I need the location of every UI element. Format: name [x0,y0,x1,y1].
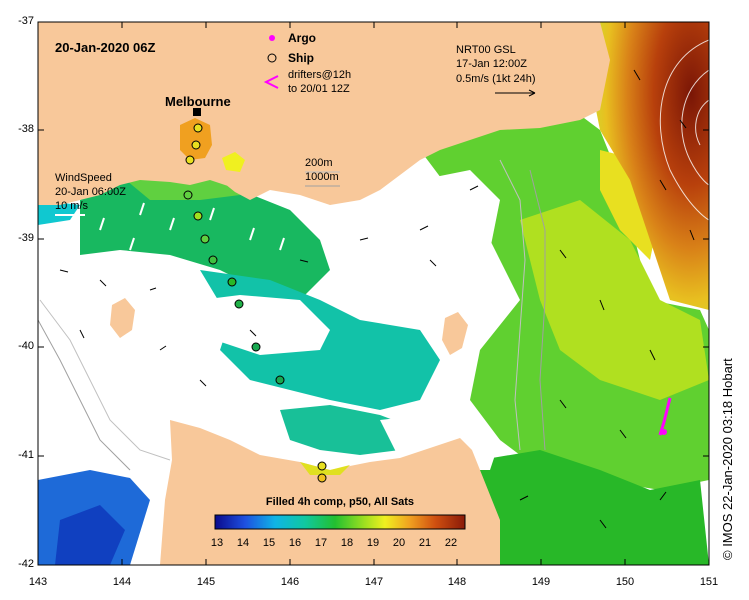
lon-tick: 147 [364,576,384,588]
nodata-central [200,295,330,355]
colorbar-tick: 19 [366,537,380,549]
sst-east-yellowgreen [520,200,709,400]
colorbar [214,514,466,530]
colorbar-title: Filled 4h comp, p50, All Sats [265,496,415,508]
eddy-contours [659,39,709,221]
lon-tick: 150 [615,576,635,588]
ship-marker [251,342,261,352]
ship-marker [275,375,285,385]
depth-1000m-label: 1000m [305,171,339,183]
colorbar-tick: 18 [340,537,354,549]
land-king-island [110,298,135,338]
lat-tick: -37 [18,15,34,27]
current-ref-line1: NRT00 GSL [456,44,516,56]
ship-track [183,123,327,483]
port-phillip-bay [180,118,212,160]
ship-legend-label: Ship [288,51,314,65]
lat-tick: -38 [18,123,34,135]
lon-tick: 148 [447,576,467,588]
sst-tas-coast [300,462,350,475]
ship-marker [185,155,195,165]
sst-bass-south [280,405,420,455]
argo-marker [661,429,667,435]
melbourne-marker [193,108,201,116]
ship-marker [193,123,203,133]
depth-200m-label: 200m [305,157,333,169]
sst-warm-eddy [590,22,709,310]
colorbar-tick: 20 [392,537,406,549]
lon-tick: 146 [280,576,300,588]
sst-cool-westpatch [38,200,80,225]
ship-marker [193,211,203,221]
current-ref-arrowhead [528,89,536,97]
western-port [222,152,245,172]
current-vectors [59,69,695,529]
ship-marker [317,461,327,471]
current-ref-line2: 17-Jan 12:00Z [456,58,527,70]
drifter-legend-label-2: to 20/01 12Z [288,83,350,95]
sst-cold-west-2 [55,505,125,565]
nodata-east [330,170,500,320]
drifter-legend-icon [263,75,279,89]
wind-ref-line3: 10 m/s [55,200,89,212]
argo-legend-icon [269,35,275,41]
colorbar-tick: 16 [288,537,302,549]
contour-1000m [38,169,546,471]
colorbar-tick: 13 [210,537,224,549]
lon-tick: 151 [699,576,719,588]
wind-ref-line2: 20-Jan 06:00Z [55,186,126,198]
ship-marker [227,277,237,287]
ship-marker [191,140,201,150]
ship-marker [208,255,218,265]
city-label: Melbourne [165,94,231,109]
drifter-legend-label-1: drifters@12h [288,69,352,81]
lat-tick: -42 [18,558,34,570]
land-flinders-island [442,312,468,355]
lon-tick: 149 [531,576,551,588]
ship-legend-icon [267,53,277,63]
argo-legend-label: Argo [288,31,316,45]
credit-label: © IMOS 22-Jan-2020 03:18 Hobart [720,358,735,560]
lon-tick: 143 [28,576,48,588]
land-victoria [38,22,610,205]
colorbar-tick: 22 [444,537,458,549]
colorbar-tick: 17 [314,537,328,549]
ship-marker [183,190,193,200]
ship-marker [234,299,244,309]
lon-tick: 144 [112,576,132,588]
colorbar-tick: 15 [262,537,276,549]
axis-tick-marks [37,21,710,566]
lat-tick: -39 [18,232,34,244]
lat-tick: -41 [18,449,34,461]
drifter-track [658,397,672,436]
lat-tick: -40 [18,340,34,352]
sst-south-green [470,450,709,565]
ship-marker [200,234,210,244]
colorbar-tick: 21 [418,537,432,549]
date-label: 20-Jan-2020 06Z [55,40,156,55]
lon-tick: 145 [196,576,216,588]
colorbar-tick: 14 [236,537,250,549]
contour-200m [39,159,526,461]
wind-ref-line1: WindSpeed [55,172,112,184]
wind-vectors [99,202,285,251]
ship-marker [317,473,327,483]
current-ref-line3: 0.5m/s (1kt 24h) [456,73,536,85]
